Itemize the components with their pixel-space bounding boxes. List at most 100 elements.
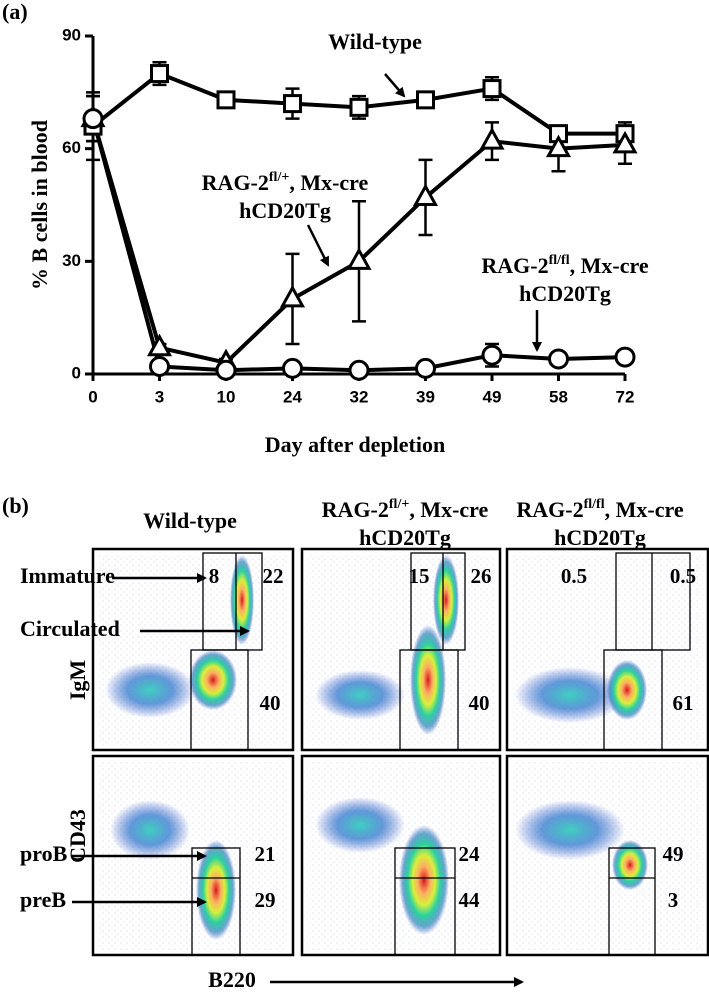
gate	[190, 649, 249, 751]
gate-name: Immature	[20, 563, 115, 588]
gate-percent: 15	[409, 564, 430, 588]
label-line2: hCD20Tg	[239, 198, 331, 223]
label-part: Wild-type	[328, 29, 422, 54]
y-axis-label: % B cells in blood	[27, 120, 52, 290]
annotation-arrow	[384, 73, 406, 98]
label-part: RAG-2	[202, 170, 269, 195]
panel-label: (a)	[2, 0, 28, 24]
marker	[482, 79, 502, 99]
label-part: RAG-2	[516, 497, 583, 522]
gate-percent: 8	[209, 564, 220, 588]
label-part: , Mx-cre	[289, 170, 368, 195]
gate-percent: 40	[469, 691, 490, 715]
marker	[279, 284, 306, 308]
marker	[481, 344, 503, 366]
marker	[612, 130, 638, 154]
density-cluster	[410, 625, 446, 735]
y-tick-label: 60	[62, 138, 81, 157]
gate-percent: 22	[263, 564, 284, 588]
x-tick-label: 49	[483, 387, 502, 406]
x-tick-label: 58	[549, 387, 568, 406]
x-tick-label: 3	[155, 387, 164, 406]
y-tick-label: 90	[62, 25, 81, 44]
y-tick-label: 0	[72, 363, 81, 382]
scatter-noise	[307, 761, 495, 950]
gate	[399, 649, 459, 751]
gate-percent: 24	[459, 842, 481, 866]
label: Wild-type	[143, 508, 237, 533]
x-tick-label: 39	[416, 387, 435, 406]
marker	[146, 333, 173, 357]
annotation-arrow	[306, 224, 330, 267]
marker	[416, 90, 435, 110]
gate-percent: 40	[260, 691, 281, 715]
label-part: , Mx-cre	[605, 497, 684, 522]
gate-percent: 21	[255, 842, 276, 866]
x-tick-label: 0	[88, 387, 97, 406]
marker	[548, 348, 569, 370]
x-axis-label: Day after depletion	[265, 432, 445, 457]
density-cluster	[105, 662, 195, 718]
x-tick-label: 72	[616, 387, 635, 406]
panel-label: (b)	[2, 493, 29, 518]
gate-percent: 3	[668, 888, 679, 912]
label-sup: fl/fl	[584, 497, 605, 512]
label-sup: fl/+	[269, 170, 289, 185]
label: Wild-type	[328, 29, 422, 54]
label: RAG-2fl/+, Mx-cre	[322, 497, 489, 522]
gate-name: Circulated	[20, 616, 120, 641]
gate	[603, 649, 663, 751]
marker	[216, 90, 236, 110]
label-line2: hCD20Tg	[554, 525, 646, 550]
gate-percent: 0.5	[670, 564, 696, 588]
marker	[282, 357, 303, 379]
label-part: RAG-2	[481, 253, 548, 278]
label-part: RAG-2	[322, 497, 389, 522]
x-tick-label: 24	[283, 387, 302, 406]
gate-name: proB	[20, 841, 68, 866]
gate-percent: 26	[471, 564, 492, 588]
density-cluster	[515, 800, 625, 860]
gate-percent: 61	[673, 691, 694, 715]
label: RAG-2fl/+, Mx-cre	[202, 170, 369, 195]
label-line2: hCD20Tg	[359, 525, 451, 550]
marker	[348, 359, 370, 381]
flow-panel	[91, 547, 709, 957]
label-sup: fl/fl	[549, 253, 570, 268]
label: RAG-2fl/fl, Mx-cre	[516, 497, 683, 522]
marker	[479, 127, 505, 150]
marker	[346, 247, 372, 270]
marker	[412, 183, 439, 206]
gate-percent: 0.5	[561, 564, 587, 588]
density-cluster	[315, 670, 405, 720]
marker	[283, 94, 302, 114]
marker	[349, 97, 369, 117]
density-cluster	[399, 825, 449, 935]
gate-percent: 44	[459, 888, 481, 912]
label-line2: hCD20Tg	[519, 281, 611, 306]
x-tick-label: 10	[217, 387, 236, 406]
marker	[545, 134, 572, 158]
density-cluster	[110, 800, 190, 860]
marker	[614, 346, 636, 368]
gate-name: preB	[20, 887, 66, 912]
density-cluster	[196, 840, 236, 940]
label-part: , Mx-cre	[409, 497, 488, 522]
flow-x-label: B220	[208, 967, 256, 992]
label-part: , Mx-cre	[570, 253, 649, 278]
x-tick-label: 32	[350, 387, 369, 406]
gate	[608, 847, 656, 956]
y-tick-label: 30	[62, 251, 81, 270]
marker	[215, 359, 237, 381]
marker	[149, 355, 170, 377]
marker	[82, 108, 104, 130]
density-cluster	[515, 667, 625, 723]
label: RAG-2fl/fl, Mx-cre	[481, 253, 648, 278]
density-cluster	[433, 555, 459, 645]
marker	[150, 64, 169, 84]
density-cluster	[607, 660, 647, 720]
marker	[415, 357, 436, 379]
row-label: CD43	[65, 809, 90, 863]
gate	[394, 847, 456, 956]
